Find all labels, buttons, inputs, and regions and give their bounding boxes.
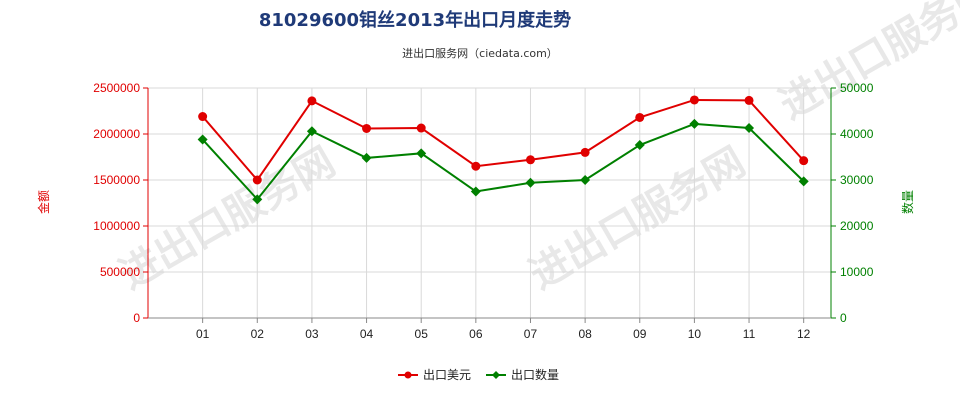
x-tick-label: 02 [251, 327, 265, 341]
x-tick-label: 08 [578, 327, 592, 341]
x-tick-label: 06 [469, 327, 483, 341]
data-point [744, 123, 755, 134]
data-point [361, 152, 372, 163]
y-axis-title-left: 金额 [36, 190, 51, 214]
data-point [470, 186, 481, 197]
data-point [635, 112, 645, 122]
data-point [252, 175, 262, 185]
y-tick-label-left: 1000000 [93, 219, 140, 233]
y-tick-label-left: 500000 [100, 265, 140, 279]
y-tick-label-right: 10000 [840, 265, 874, 279]
x-tick-label: 09 [633, 327, 647, 341]
watermark-text-2: 进出口服务网 [772, 0, 960, 129]
data-point [689, 95, 699, 105]
x-tick-label: 10 [688, 327, 702, 341]
data-point [197, 134, 208, 145]
y-tick-label-right: 40000 [840, 127, 874, 141]
x-tick-label: 12 [797, 327, 811, 341]
legend-marker [492, 371, 500, 379]
data-point [525, 155, 535, 165]
axes: 0 0 500000 10000 1000000 20000 1500000 30000 200… [93, 81, 873, 341]
y-axis-title-right: 数量 [900, 190, 915, 214]
data-point [362, 123, 372, 133]
y-tick-label-left: 2000000 [93, 127, 140, 141]
y-tick-label-left: 1500000 [93, 173, 140, 187]
chart-title: 81029600钼丝2013年出口月度走势 [259, 9, 571, 31]
y-tick-label-right: 20000 [840, 219, 874, 233]
x-tick-label: 07 [524, 327, 538, 341]
data-point [416, 148, 427, 159]
watermark-text-0: 进出口服务网 [112, 139, 343, 299]
series-line-0 [201, 98, 805, 182]
watermark-text-1: 进出口服务网 [522, 139, 753, 299]
data-point [744, 95, 754, 105]
data-point [634, 140, 645, 151]
data-point [198, 112, 208, 122]
series-layer [197, 95, 809, 205]
x-tick-label: 03 [305, 327, 319, 341]
data-point [689, 118, 700, 129]
data-point [416, 123, 426, 133]
legend-label: 出口数量 [511, 367, 559, 382]
data-point [252, 194, 263, 205]
legend-label: 出口美元 [423, 368, 471, 382]
y-tick-label-right: 30000 [840, 173, 874, 187]
gridlines [148, 87, 831, 318]
data-point [306, 126, 317, 137]
legend: 出口美元 出口数量 [398, 367, 559, 382]
legend-marker [404, 371, 412, 379]
data-point [471, 161, 481, 171]
data-point [799, 156, 809, 166]
x-tick-label: 05 [415, 327, 429, 341]
data-point [525, 177, 536, 188]
series-line-1 [201, 122, 805, 201]
x-tick-label: 11 [743, 327, 756, 341]
y-tick-label-left: 2500000 [93, 81, 140, 95]
data-point [580, 147, 590, 157]
data-point [580, 175, 591, 185]
y-tick-label-right: 0 [840, 311, 847, 325]
y-tick-label-left: 0 [133, 311, 140, 325]
y-tick-label-right: 50000 [840, 81, 874, 95]
chart-subtitle: 进出口服务网（ciedata.com） [402, 46, 558, 60]
data-point [307, 96, 317, 106]
x-tick-label: 04 [360, 327, 374, 341]
data-point [798, 176, 809, 187]
x-tick-label: 01 [196, 327, 210, 341]
